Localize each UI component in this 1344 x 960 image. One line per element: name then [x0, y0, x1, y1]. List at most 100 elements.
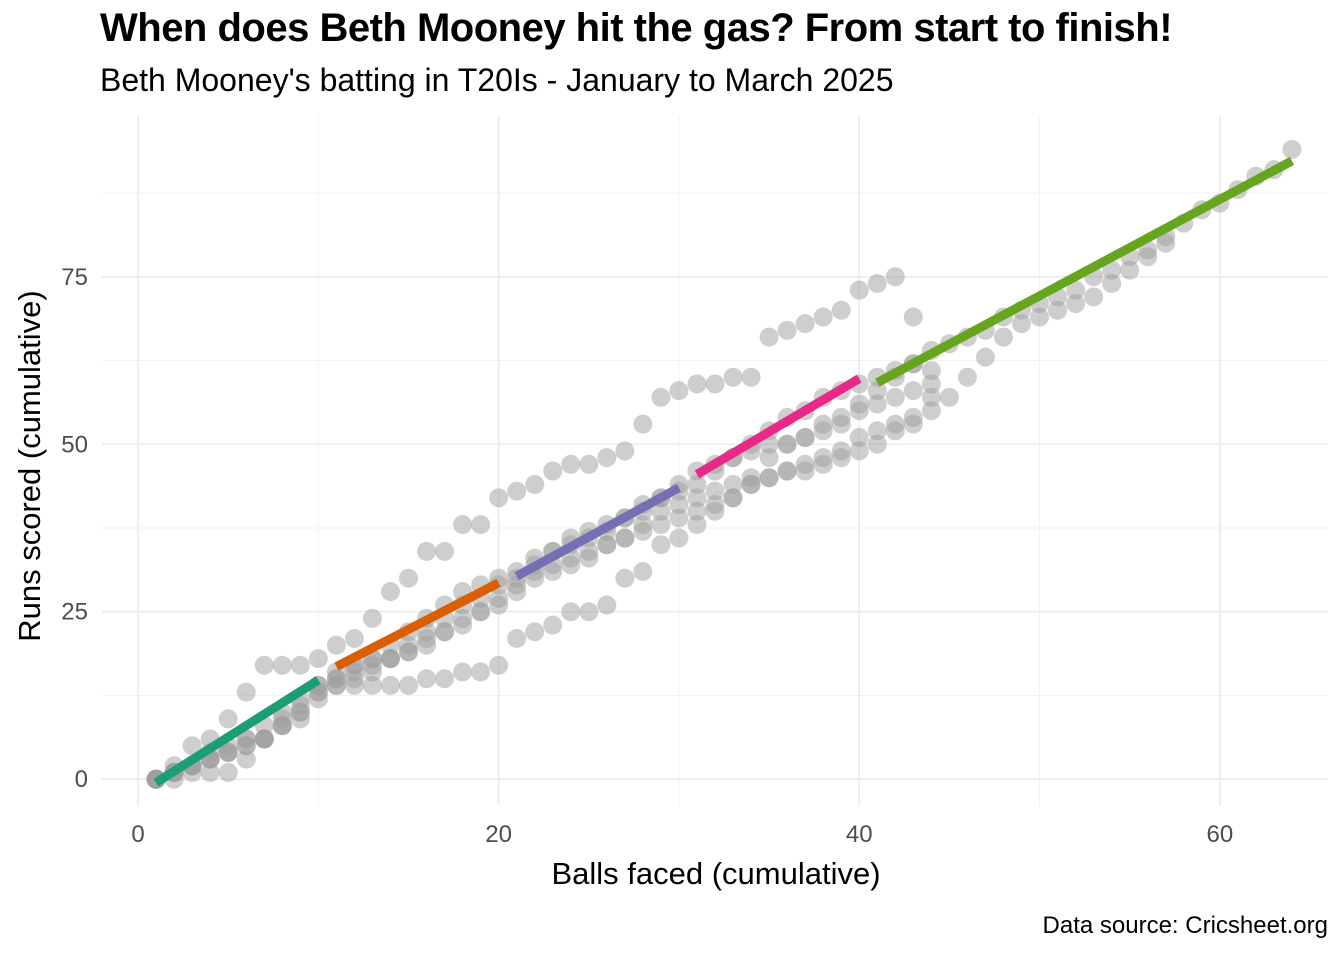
data-point: [777, 461, 797, 481]
data-point: [200, 763, 220, 783]
data-point: [507, 575, 527, 595]
data-point: [1282, 139, 1302, 159]
data-point: [417, 669, 437, 689]
data-point: [236, 749, 256, 769]
data-point: [669, 528, 689, 548]
data-point: [867, 421, 887, 441]
data-point: [597, 448, 617, 468]
data-point: [867, 394, 887, 414]
trend-segment-4: [694, 374, 862, 479]
data-point: [885, 387, 905, 407]
data-point: [380, 675, 400, 695]
trend-segments: [153, 156, 1295, 787]
data-point: [453, 515, 473, 535]
data-point: [687, 374, 707, 394]
data-point: [831, 414, 851, 434]
data-point: [777, 320, 797, 340]
data-point: [1120, 260, 1140, 280]
data-point: [435, 541, 455, 561]
data-point: [795, 461, 815, 481]
data-point: [921, 361, 941, 381]
y-tick-label: 50: [61, 431, 88, 458]
data-point: [903, 381, 923, 401]
data-point: [723, 488, 743, 508]
data-point: [633, 562, 653, 582]
data-point: [615, 528, 635, 548]
data-point: [939, 387, 959, 407]
data-point: [362, 675, 382, 695]
trend-segment-3: [514, 483, 682, 581]
chart-subtitle: Beth Mooney's batting in T20Is - January…: [100, 62, 894, 98]
data-point: [669, 381, 689, 401]
data-point: [651, 387, 671, 407]
data-point: [651, 535, 671, 555]
data-point: [849, 280, 869, 300]
data-point: [831, 448, 851, 468]
data-point: [218, 763, 238, 783]
data-point: [272, 716, 292, 736]
data-point: [633, 414, 653, 434]
data-point: [903, 414, 923, 434]
data-point: [867, 434, 887, 454]
data-point: [417, 629, 437, 649]
y-tick-label: 0: [75, 766, 88, 793]
data-point: [903, 307, 923, 327]
x-tick-label: 0: [131, 821, 144, 848]
y-axis-title: Runs scored (cumulative): [12, 290, 47, 641]
data-point: [290, 655, 310, 675]
data-point: [921, 374, 941, 394]
data-point: [561, 602, 581, 622]
data-point: [471, 662, 491, 682]
data-point: [741, 367, 761, 387]
x-tick-label: 40: [846, 821, 873, 848]
data-point: [344, 675, 364, 695]
data-point: [921, 401, 941, 421]
data-point: [290, 702, 310, 722]
data-point: [435, 669, 455, 689]
data-point: [1048, 300, 1068, 320]
data-point: [597, 595, 617, 615]
data-point: [885, 421, 905, 441]
data-point: [471, 602, 491, 622]
data-point: [687, 501, 707, 521]
data-point: [795, 314, 815, 334]
data-point: [525, 622, 545, 642]
data-point: [957, 367, 977, 387]
data-point: [813, 307, 833, 327]
data-point: [651, 501, 671, 521]
data-point: [669, 495, 689, 515]
data-point: [435, 622, 455, 642]
data-point: [813, 454, 833, 474]
data-point: [1012, 314, 1031, 334]
data-point: [543, 615, 563, 635]
data-point: [597, 535, 617, 555]
data-source-caption: Data source: Cricsheet.org: [1042, 912, 1328, 939]
data-point: [525, 474, 545, 494]
data-point: [507, 481, 527, 501]
data-point: [651, 515, 671, 535]
data-point: [362, 608, 382, 628]
data-point: [579, 541, 599, 561]
data-point: [453, 662, 473, 682]
data-point: [687, 474, 707, 494]
data-point: [182, 736, 202, 756]
axis-ticks: 0 20 40 60 0 25 50 75: [61, 264, 1233, 848]
trend-segment-5: [875, 156, 1295, 387]
y-tick-label: 25: [61, 599, 88, 626]
gridlines: [102, 116, 1328, 806]
data-point: [507, 629, 527, 649]
data-point: [236, 736, 256, 756]
data-point: [867, 273, 887, 293]
x-axis-title: Balls faced (cumulative): [551, 856, 880, 891]
data-point: [705, 501, 725, 521]
data-point: [218, 709, 238, 729]
data-point: [777, 434, 797, 454]
data-point: [1138, 247, 1158, 267]
data-point: [579, 454, 599, 474]
data-point: [561, 454, 581, 474]
data-point: [1066, 280, 1086, 300]
data-point: [921, 387, 941, 407]
data-point: [993, 327, 1013, 347]
data-point: [1102, 273, 1122, 293]
data-point: [759, 327, 779, 347]
